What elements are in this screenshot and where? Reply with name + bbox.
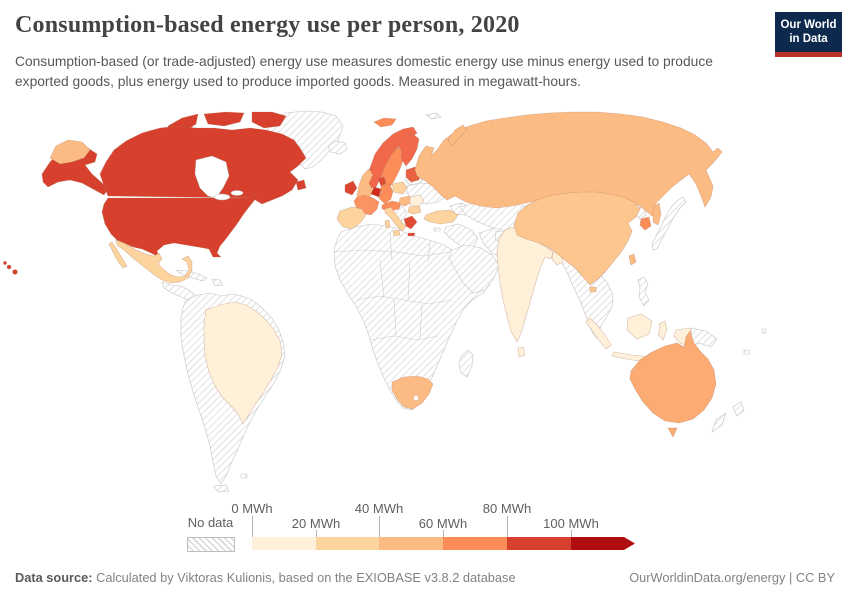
- country-brazil[interactable]: [203, 301, 283, 425]
- country-sri-lanka[interactable]: [517, 346, 526, 358]
- country-canada-newfoundland[interactable]: [295, 179, 307, 191]
- country-russia-sakhalin[interactable]: [652, 202, 662, 226]
- page-title: Consumption-based energy use per person,…: [15, 12, 520, 38]
- chart-subtitle: Consumption-based (or trade-adjusted) en…: [15, 54, 713, 89]
- legend-no-data-swatch[interactable]: [187, 537, 235, 552]
- legend-bin-80-100[interactable]: [507, 537, 571, 550]
- country-indonesia-sulawesi[interactable]: [657, 320, 668, 341]
- region-madagascar[interactable]: [458, 349, 474, 378]
- legend-bin-60-80[interactable]: [443, 537, 507, 550]
- legend-bin-40-60[interactable]: [379, 537, 443, 550]
- country-mexico-baja[interactable]: [108, 241, 128, 269]
- region-cyprus[interactable]: [433, 227, 441, 232]
- region-tierra-del-fuego[interactable]: [213, 484, 230, 493]
- region-new-zealand-north[interactable]: [732, 401, 745, 417]
- credit-line[interactable]: OurWorldinData.org/energy | CC BY: [629, 570, 835, 585]
- country-italy[interactable]: [384, 206, 407, 232]
- country-canada-arctic-3[interactable]: [251, 111, 287, 129]
- region-japan[interactable]: [651, 196, 687, 251]
- tick-line-80: [507, 516, 508, 537]
- country-bulgaria[interactable]: [407, 205, 422, 215]
- country-south-africa[interactable]: [391, 375, 434, 410]
- legend-tick-20: 20 MWh: [291, 516, 341, 531]
- hudson-bay: [194, 155, 230, 199]
- lesotho-cutout: [413, 395, 419, 401]
- country-indonesia-borneo[interactable]: [626, 313, 653, 340]
- country-usa-hawaii-3[interactable]: [12, 269, 18, 275]
- legend-bin-0-20[interactable]: [252, 537, 316, 550]
- region-pacific-island-1[interactable]: [743, 349, 750, 355]
- country-germany[interactable]: [378, 183, 394, 205]
- region-iceland[interactable]: [327, 140, 348, 155]
- country-finland[interactable]: [398, 132, 420, 167]
- tick-line-60: [443, 530, 444, 537]
- region-falklands[interactable]: [240, 473, 248, 479]
- tick-line-40: [379, 516, 380, 537]
- data-source-text: Calculated by Viktoras Kulionis, based o…: [92, 570, 516, 585]
- country-benelux[interactable]: [370, 186, 382, 198]
- country-russia[interactable]: [414, 111, 723, 217]
- legend-tick-80: 80 MWh: [482, 501, 532, 516]
- legend-no-data-label: No data: [187, 515, 234, 530]
- country-taiwan[interactable]: [628, 253, 637, 266]
- country-russia-novaya-zemlya[interactable]: [447, 124, 468, 147]
- country-canada-arctic-2[interactable]: [203, 111, 245, 127]
- owid-logo-line2: in Data: [789, 33, 828, 45]
- chart-footer: Data source: Calculated by Viktoras Kuli…: [15, 570, 835, 585]
- country-australia[interactable]: [629, 330, 717, 424]
- great-lake-2: [230, 190, 244, 196]
- legend-tick-0: 0 MWh: [231, 501, 273, 516]
- country-south-korea[interactable]: [639, 216, 652, 231]
- country-russia-far-east[interactable]: [49, 139, 91, 165]
- legend-bin-20-40[interactable]: [316, 537, 379, 550]
- region-franz-josef[interactable]: [425, 112, 442, 120]
- country-usa-hawaii-1[interactable]: [3, 261, 7, 265]
- region-syria-iraq[interactable]: [443, 223, 479, 248]
- owid-logo-line1: Our World: [780, 18, 837, 31]
- country-poland[interactable]: [391, 181, 408, 195]
- region-africa[interactable]: [333, 223, 491, 411]
- country-mexico[interactable]: [115, 239, 193, 284]
- tick-line-100: [571, 530, 572, 537]
- region-philippines[interactable]: [637, 276, 650, 307]
- country-usa-hawaii-2[interactable]: [6, 264, 12, 270]
- legend-tick-40: 40 MWh: [354, 501, 404, 516]
- legend-bin-100-plus[interactable]: [571, 537, 635, 550]
- tick-line-20: [316, 530, 317, 537]
- region-new-zealand-south[interactable]: [711, 412, 727, 433]
- great-lake-1: [213, 193, 231, 201]
- legend-tick-100: 100 MWh: [543, 516, 599, 531]
- country-greece-crete[interactable]: [407, 232, 416, 237]
- country-iberia[interactable]: [336, 206, 367, 230]
- country-italy-sicily[interactable]: [392, 229, 401, 237]
- country-turkey[interactable]: [423, 209, 459, 225]
- owid-logo: Our World in Data: [775, 12, 842, 57]
- map-legend: No data 0 MWh 40 MWh 80 MWh 20 MWh 60 MW…: [187, 500, 657, 555]
- data-source-label: Data source:: [15, 570, 93, 585]
- country-indonesia-sumatra[interactable]: [585, 317, 612, 350]
- country-hungary[interactable]: [398, 195, 413, 207]
- country-ireland[interactable]: [344, 180, 358, 196]
- country-greece[interactable]: [403, 215, 418, 230]
- data-source-line: Data source: Calculated by Viktoras Kuli…: [15, 570, 516, 585]
- country-china[interactable]: [513, 191, 641, 286]
- region-arabia[interactable]: [448, 244, 500, 294]
- region-hispaniola[interactable]: [211, 278, 224, 287]
- country-china-hainan[interactable]: [589, 286, 597, 293]
- country-italy-sardinia[interactable]: [384, 219, 391, 229]
- country-denmark[interactable]: [377, 176, 387, 187]
- country-australia-tasmania[interactable]: [667, 427, 678, 438]
- country-usa[interactable]: [101, 192, 258, 258]
- country-romania[interactable]: [409, 194, 425, 208]
- legend-tick-60: 60 MWh: [418, 516, 468, 531]
- country-norway-svalbard[interactable]: [373, 117, 397, 128]
- region-pacific-island-2[interactable]: [761, 328, 767, 334]
- tick-line-0: [252, 516, 253, 537]
- africa-internal-borders: [333, 231, 453, 341]
